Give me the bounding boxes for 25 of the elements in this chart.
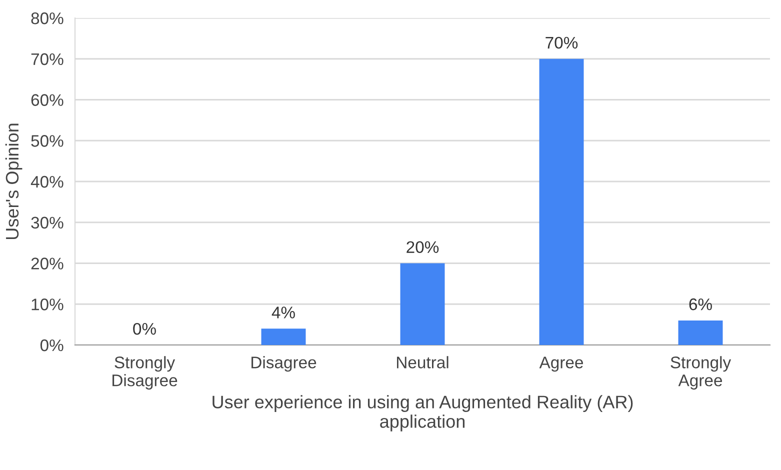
y-tick-label: 60% [31, 94, 64, 106]
data-label: 4% [272, 306, 295, 318]
data-label: 70% [546, 36, 578, 49]
data-label: 6% [689, 298, 712, 310]
x-tick-label: Neutral [397, 356, 448, 368]
y-tick-label: 50% [31, 135, 64, 147]
y-tick-label: 0% [40, 339, 64, 352]
y-tick-label: 40% [30, 176, 64, 188]
y-tick-label: 80% [31, 12, 64, 24]
x-axis-title: User experience in using an Augmented Reality (AR) application [212, 395, 633, 432]
bar [678, 320, 723, 345]
y-tick-label: 70% [31, 53, 64, 66]
x-tick-label: Agree [539, 356, 583, 372]
y-axis-title: User's Opinion [5, 124, 22, 240]
bar [400, 263, 445, 345]
x-tick-label: Strongly Agree [670, 356, 732, 390]
bar [261, 328, 306, 345]
y-tick-label: 20% [31, 258, 64, 270]
data-label: 20% [406, 241, 439, 254]
data-label: 0% [133, 322, 156, 335]
bar [539, 58, 584, 345]
y-tick-label: 30% [31, 216, 64, 229]
y-tick-label: 10% [32, 298, 64, 310]
x-tick-label: Strongly Disagree [112, 356, 178, 390]
x-tick-label: Disagree [252, 356, 316, 372]
